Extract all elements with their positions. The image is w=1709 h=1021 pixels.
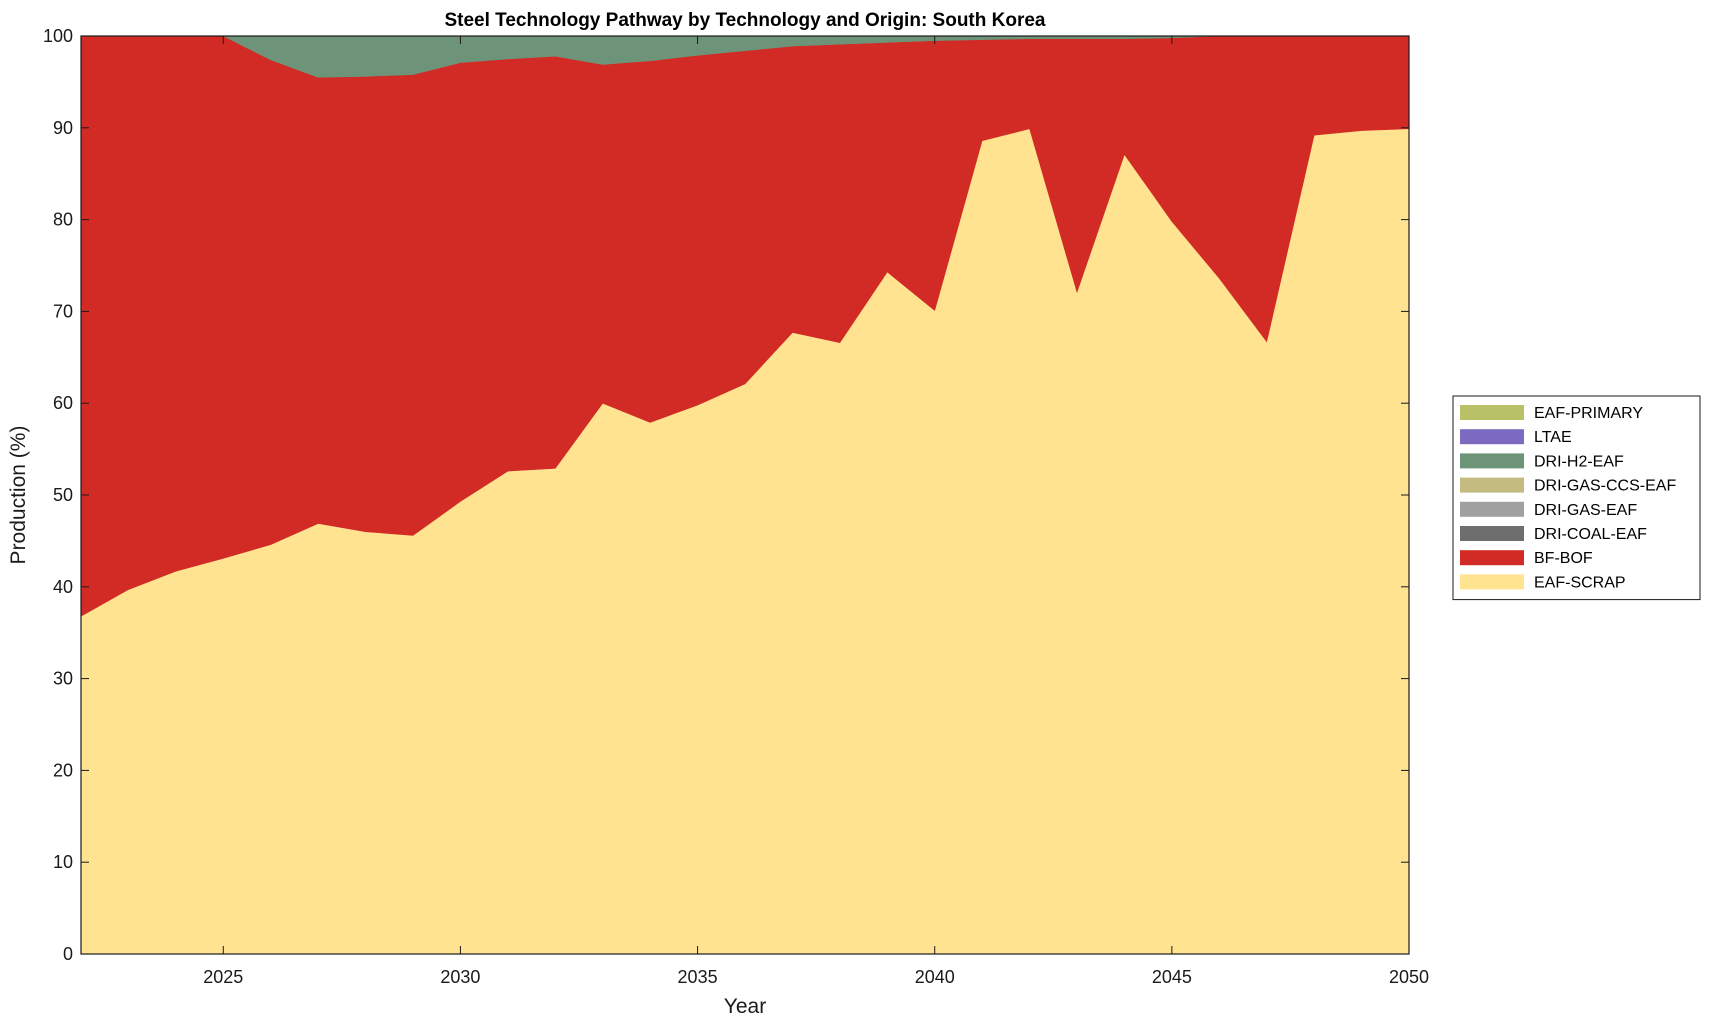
x-tick-label: 2025: [203, 967, 243, 987]
legend-swatch-dri-h2-eaf: [1460, 453, 1524, 469]
y-tick-label: 20: [53, 760, 73, 780]
legend-label-dri-coal-eaf: DRI-COAL-EAF: [1534, 526, 1647, 543]
y-tick-label: 70: [53, 301, 73, 321]
y-tick-label: 0: [63, 944, 73, 964]
y-tick-label: 40: [53, 577, 73, 597]
areas-layer: [80, 35, 1410, 955]
x-tick-label: 2040: [915, 967, 955, 987]
legend-label-eaf-scrap: EAF-SCRAP: [1534, 574, 1626, 591]
x-tick-label: 2035: [678, 967, 718, 987]
y-tick-label: 50: [53, 485, 73, 505]
y-tick-label: 10: [53, 852, 73, 872]
legend-swatch-eaf-scrap: [1460, 574, 1524, 590]
chart-title: Steel Technology Pathway by Technology a…: [444, 10, 1045, 31]
x-tick-label: 2050: [1389, 967, 1429, 987]
legend-box: [1452, 395, 1701, 601]
y-tick-label: 30: [53, 669, 73, 689]
legend-swatch-bf-bof: [1460, 550, 1524, 566]
legend-swatch-dri-coal-eaf: [1460, 526, 1524, 541]
y-tick-label: 90: [53, 118, 73, 138]
legend-swatch-dri-gas-eaf: [1460, 501, 1524, 517]
legend-label-eaf-primary: EAF-PRIMARY: [1534, 405, 1643, 422]
y-axis-label: Production (%): [7, 426, 30, 565]
y-tick-label: 80: [53, 210, 73, 230]
legend-label-dri-gas-eaf: DRI-GAS-EAF: [1534, 502, 1637, 519]
legend-label-dri-gas-ccs-eaf: DRI-GAS-CCS-EAF: [1534, 478, 1676, 495]
legend-label-bf-bof: BF-BOF: [1534, 550, 1593, 567]
legend-swatch-ltae: [1460, 429, 1524, 445]
legend-swatch-dri-gas-ccs-eaf: [1460, 477, 1524, 493]
ticks-layer: 2025 2030 2035 2040 2045 20500102030405060708…: [43, 26, 1429, 987]
x-axis-label: Year: [724, 995, 766, 1018]
x-tick-label: 2030: [440, 967, 480, 987]
y-tick-label: 60: [53, 393, 73, 413]
y-tick-label: 100: [43, 26, 73, 46]
legend: EAF-PRIMARY LTAE DRI-H2-EAF DRI-GAS-CCS-EAF…: [1452, 395, 1701, 601]
x-tick-label: 2045: [1152, 967, 1192, 987]
legend-swatch-eaf-primary: [1460, 405, 1524, 420]
legend-label-ltae: LTAE: [1534, 429, 1572, 446]
legend-label-dri-h2-eaf: DRI-H2-EAF: [1534, 453, 1624, 470]
